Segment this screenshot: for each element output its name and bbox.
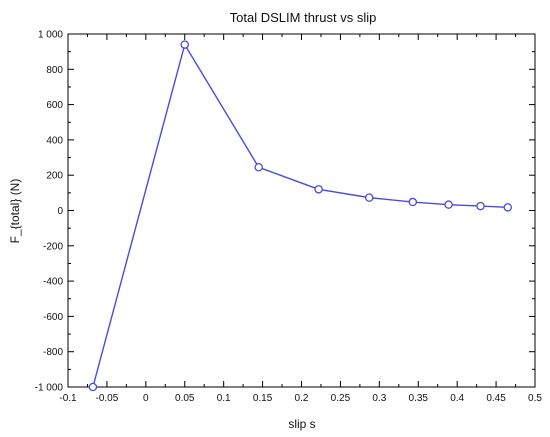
y-axis-title: F_{total} (N) [8, 179, 22, 244]
y-tick-label: -1 000 [35, 383, 64, 394]
data-point-marker [88, 382, 98, 392]
data-point-marker [254, 163, 263, 172]
x-tick-label: 0.3 [372, 393, 386, 404]
chart-title: Total DSLIM thrust vs slip [230, 10, 377, 25]
y-tick-label: -400 [43, 277, 63, 288]
data-point-marker [180, 40, 189, 49]
x-tick-label: 0 [143, 393, 149, 404]
data-point-marker [444, 200, 453, 209]
x-tick-label: -0.05 [96, 393, 119, 404]
y-tick-label: 0 [57, 206, 63, 217]
x-tick-label: 0.1 [217, 393, 231, 404]
y-tick-label: 600 [46, 100, 63, 111]
data-point-marker [408, 197, 418, 207]
y-tick-label: -200 [43, 241, 63, 252]
thrust-series-line [92, 42, 508, 388]
series-layer [88, 40, 513, 392]
data-point-marker [503, 203, 513, 212]
x-tick-label: 0.35 [409, 393, 429, 404]
y-tick-label: 800 [46, 65, 63, 76]
plot-frame [67, 33, 536, 388]
y-tick-label: 400 [46, 135, 63, 146]
y-tick-label: 200 [46, 171, 63, 182]
plot-border [67, 33, 536, 388]
x-tick-label: 0.2 [295, 393, 309, 404]
y-tick-label: -600 [43, 312, 63, 323]
data-point-marker [364, 193, 374, 202]
data-point-marker [476, 201, 485, 211]
x-axis: -0.1 -0.05 0 0.05 0.1 0.15 0.2 0.25 0.3 0.35 0.4 0.… [59, 34, 542, 404]
x-tick-label: 0.4 [450, 393, 464, 404]
y-tick-label: -800 [43, 347, 63, 358]
x-tick-label: -0.1 [59, 393, 77, 404]
x-tick-label: 0.5 [528, 393, 542, 404]
x-tick-label: 0.45 [486, 393, 506, 404]
x-axis-title: slip s [288, 417, 315, 431]
data-point-marker [314, 185, 323, 194]
x-tick-label: 0.15 [253, 393, 273, 404]
y-axis: -1 000 -800 -600 -400 -200 0 200 400 600 800 1 000 [35, 30, 535, 394]
x-tick-label: 0.25 [331, 393, 351, 404]
y-tick-label: 1 000 [38, 30, 63, 41]
x-tick-label: 0.05 [175, 393, 195, 404]
